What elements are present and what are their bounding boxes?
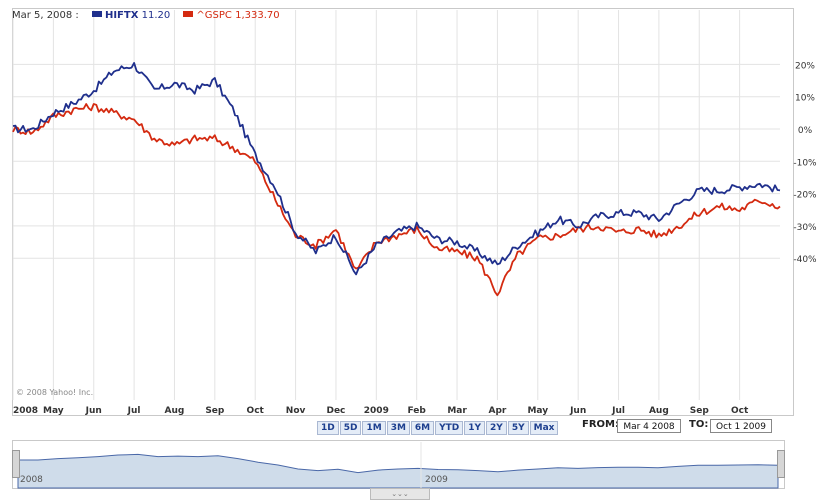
range-button-1y[interactable]: 1Y (464, 421, 486, 435)
x-tick-label: Mar (447, 406, 467, 416)
y-tick-label: -10% (793, 158, 817, 168)
range-button-bar: 1D 5D 1M 3M 6M YTD 1Y 2Y 5Y Max (317, 421, 559, 435)
series-line-gspc (12, 103, 781, 297)
range-button-5y[interactable]: 5Y (507, 421, 529, 435)
x-tick-label: Jun (569, 406, 586, 416)
legend-item-hiftx: HIFTX 11.20 (91, 10, 173, 21)
y-axis: 20% 10% 0% -10% -20% -30% -40% (793, 61, 817, 265)
x-tick-label: Apr (488, 406, 506, 416)
plot-area (12, 62, 781, 297)
range-button-ytd[interactable]: YTD (435, 421, 464, 435)
navigator-area (17, 453, 779, 489)
navigator-label-2008: 2008 (20, 475, 43, 485)
y-tick-label: -40% (793, 255, 817, 265)
x-tick-label: Sep (690, 406, 710, 416)
x-tick-label: Aug (165, 406, 185, 416)
copyright-text: © 2008 Yahoo! Inc. (16, 388, 94, 397)
range-button-6m[interactable]: 6M (410, 421, 435, 435)
x-tick-label: Jul (611, 406, 625, 416)
range-button-3m[interactable]: 3M (386, 421, 410, 435)
x-tick-label: Jul (127, 406, 141, 416)
to-date-input[interactable]: Oct 1 2009 (710, 419, 772, 433)
legend-value-gspc: 1,333.70 (235, 10, 280, 21)
chart-grid (12, 10, 780, 400)
x-axis: 2008 May Jun Jul Aug Sep Oct Nov Dec 2009 Feb Mar Ap… (13, 406, 749, 416)
legend-date: Mar 5, 2008 : (12, 10, 79, 21)
y-tick-label: 20% (795, 61, 815, 71)
x-tick-label: Feb (408, 406, 427, 416)
range-button-5d[interactable]: 5D (339, 421, 362, 435)
legend-swatch-hiftx (91, 11, 102, 17)
range-button-max[interactable]: Max (529, 421, 559, 435)
y-tick-label: -30% (793, 223, 817, 233)
x-tick-label: Aug (649, 406, 669, 416)
to-label: TO: (689, 419, 709, 430)
x-tick-label: 2009 (364, 406, 389, 416)
x-tick-label: 2008 (13, 406, 38, 416)
x-tick-label: May (43, 406, 64, 416)
x-tick-label: Sep (205, 406, 225, 416)
navigator-scroll-grip[interactable]: ⌄⌄⌄ (370, 488, 430, 500)
chart-legend: Mar 5, 2008 : HIFTX 11.20 ^GSPC 1,333.70 (12, 10, 280, 21)
y-tick-label: 0% (798, 126, 813, 136)
range-button-1m[interactable]: 1M (362, 421, 386, 435)
x-tick-label: Oct (247, 406, 265, 416)
y-tick-label: 10% (795, 94, 815, 104)
from-label: FROM: (582, 419, 619, 430)
y-tick-label: -20% (793, 191, 817, 201)
legend-item-gspc: ^GSPC 1,333.70 (183, 10, 280, 21)
series-line-hiftx (12, 62, 781, 276)
legend-label-gspc: ^GSPC (196, 10, 232, 21)
x-tick-label: Oct (731, 406, 749, 416)
from-date-input[interactable]: Mar 4 2008 (617, 419, 681, 433)
navigator-chart[interactable]: 2008 2009 (12, 440, 785, 489)
navigator-left-handle[interactable] (12, 450, 20, 478)
x-tick-label: May (527, 406, 548, 416)
x-tick-label: Nov (286, 406, 306, 416)
x-tick-label: Dec (326, 406, 345, 416)
chart-frame (12, 8, 794, 416)
legend-value-hiftx: 11.20 (141, 10, 171, 21)
legend-swatch-gspc (183, 11, 194, 17)
navigator-label-2009: 2009 (425, 475, 448, 485)
range-button-2y[interactable]: 2Y (486, 421, 507, 435)
navigator-right-handle[interactable] (777, 450, 785, 478)
legend-label-hiftx: HIFTX (104, 10, 139, 21)
x-tick-label: Jun (85, 406, 102, 416)
range-button-1d[interactable]: 1D (317, 421, 339, 435)
